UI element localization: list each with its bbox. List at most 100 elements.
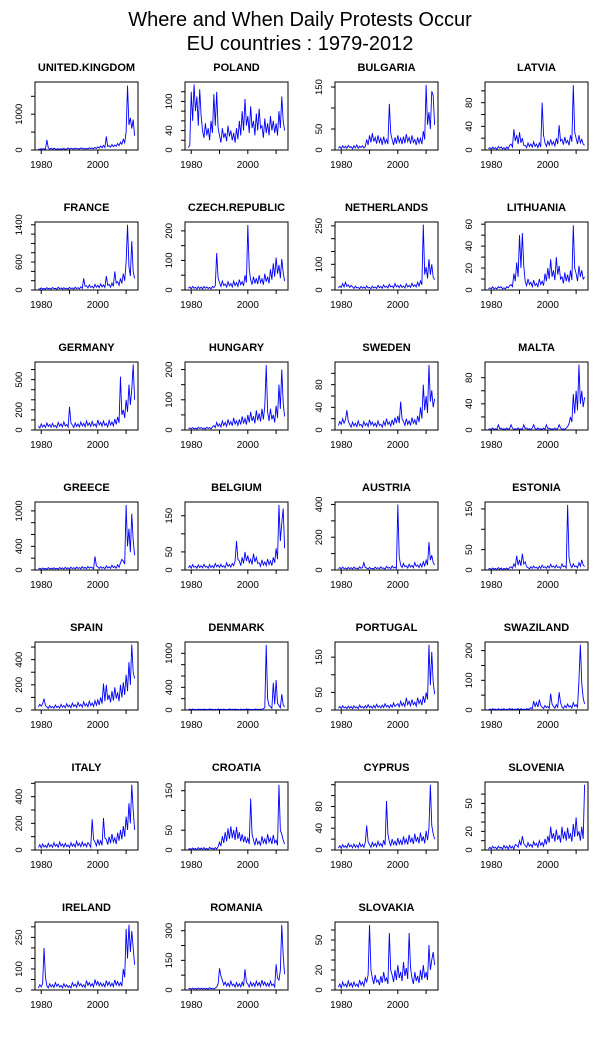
panel-title: FRANCE (64, 202, 110, 214)
y-tick-label: 40 (464, 241, 475, 252)
y-tick-label: 0 (14, 567, 25, 572)
x-tick-label: 2000 (387, 860, 410, 871)
plot-box (34, 361, 139, 431)
panel-sweden: SWEDEN 0 40 80 1980 2000 (314, 342, 439, 451)
y-tick-label: 250 (314, 218, 325, 234)
protest-series-line (338, 644, 436, 710)
x-tick-label: 2000 (387, 580, 410, 591)
panel-slovenia: SLOVENIA 0 20 50 1980 2000 (464, 762, 589, 871)
panel-malta: MALTA 0 40 80 1980 2000 (464, 342, 589, 451)
x-tick-label: 1980 (330, 580, 353, 591)
y-tick-label: 0 (14, 147, 25, 152)
y-tick-label: 0 (164, 427, 175, 432)
y-tick-label: 50 (164, 547, 175, 558)
x-tick-label: 2000 (87, 300, 110, 311)
x-tick-label: 1980 (330, 860, 353, 871)
protest-series-line (38, 224, 136, 290)
panel-title: CYPRUS (364, 762, 410, 774)
panel-title: SWAZILAND (504, 622, 569, 634)
protest-series-line (488, 644, 586, 711)
x-tick-label: 1980 (480, 160, 503, 171)
panel-denmark: DENMARK 0 400 1000 1980 2000 (164, 622, 289, 731)
y-tick-label: 0 (464, 567, 475, 572)
x-tick-label: 1980 (480, 580, 503, 591)
x-tick-label: 2000 (537, 720, 560, 731)
x-tick-label: 1980 (330, 1000, 353, 1011)
y-tick-label: 0 (314, 707, 325, 712)
y-tick-label: 0 (314, 847, 325, 852)
protest-series-line (337, 924, 436, 990)
plot-box (334, 501, 439, 571)
y-tick-label: 0 (464, 147, 475, 152)
y-tick-label: 0 (14, 987, 25, 992)
panel-greece: GREECE 0 400 1000 1980 2000 (14, 482, 139, 591)
y-tick-label: 0 (464, 847, 475, 852)
x-tick-label: 2000 (87, 860, 110, 871)
plot-box (34, 641, 139, 711)
y-tick-label: 100 (314, 256, 325, 272)
plot-box (484, 781, 589, 851)
y-tick-label: 0 (464, 707, 475, 712)
panel-title: UNITED.KINGDOM (38, 62, 135, 74)
y-tick-label: 0 (314, 567, 325, 572)
y-tick-label: 50 (314, 935, 325, 946)
y-tick-label: 0 (164, 147, 175, 152)
y-tick-label: 80 (464, 372, 475, 383)
x-tick-label: 1980 (30, 300, 53, 311)
y-tick-label: 100 (164, 93, 175, 109)
x-tick-label: 1980 (180, 300, 203, 311)
x-tick-label: 2000 (87, 440, 110, 451)
protest-series-line (37, 924, 136, 989)
plot-box (184, 81, 289, 151)
panel-title: SLOVAKIA (358, 902, 414, 914)
panel-title: HUNGARY (209, 342, 265, 354)
chart-subtitle: EU countries : 1979-2012 (186, 33, 414, 55)
panel-title: ROMANIA (210, 902, 263, 914)
y-tick-label: 0 (164, 567, 175, 572)
plot-box (184, 221, 289, 291)
y-tick-label: 100 (464, 672, 475, 688)
plot-box (34, 921, 139, 991)
y-tick-label: 20 (314, 965, 325, 976)
protest-series-line (188, 84, 286, 148)
y-tick-label: 40 (164, 125, 175, 136)
panel-title: GREECE (63, 482, 109, 494)
protest-series-line (188, 784, 286, 851)
x-tick-label: 2000 (387, 300, 410, 311)
y-tick-label: 80 (314, 379, 325, 390)
plot-box (34, 781, 139, 851)
y-tick-label: 1000 (14, 104, 25, 125)
y-tick-label: 400 (164, 679, 175, 695)
y-tick-label: 0 (164, 287, 175, 292)
panel-bulgaria: BULGARIA 0 50 150 1980 2000 (314, 62, 439, 171)
panel-title: POLAND (213, 62, 260, 74)
x-tick-label: 2000 (87, 1000, 110, 1011)
y-tick-label: 400 (14, 538, 25, 554)
panel-slovakia: SLOVAKIA 0 20 50 1980 2000 (314, 902, 439, 1011)
panel-title: LATVIA (517, 62, 556, 74)
x-tick-label: 1980 (330, 300, 353, 311)
x-tick-label: 2000 (237, 580, 260, 591)
y-tick-label: 50 (314, 687, 325, 698)
x-tick-label: 1980 (30, 580, 53, 591)
protest-series-line (38, 784, 136, 850)
x-tick-label: 1980 (30, 1000, 53, 1011)
x-tick-label: 2000 (237, 1000, 260, 1011)
y-tick-label: 150 (164, 508, 175, 524)
protest-series-line (488, 225, 585, 290)
x-tick-label: 1980 (30, 160, 53, 171)
protest-series-line (488, 364, 586, 431)
x-tick-label: 2000 (537, 860, 560, 871)
panel-france: FRANCE 0 600 1400 1980 2000 (14, 202, 139, 311)
panel-spain: SPAIN 0 200 400 1980 2000 (14, 622, 139, 731)
y-tick-label: 250 (14, 929, 25, 945)
x-tick-label: 1980 (330, 720, 353, 731)
x-tick-label: 2000 (387, 720, 410, 731)
y-tick-label: 100 (164, 253, 175, 269)
panel-lithuania: LITHUANIA 0 20 40 60 1980 2000 (464, 202, 589, 311)
y-tick-label: 0 (314, 287, 325, 292)
x-tick-label: 2000 (237, 860, 260, 871)
panel-title: IRELAND (62, 902, 111, 914)
y-tick-label: 0 (14, 707, 25, 712)
panel-title: NETHERLANDS (345, 202, 428, 214)
